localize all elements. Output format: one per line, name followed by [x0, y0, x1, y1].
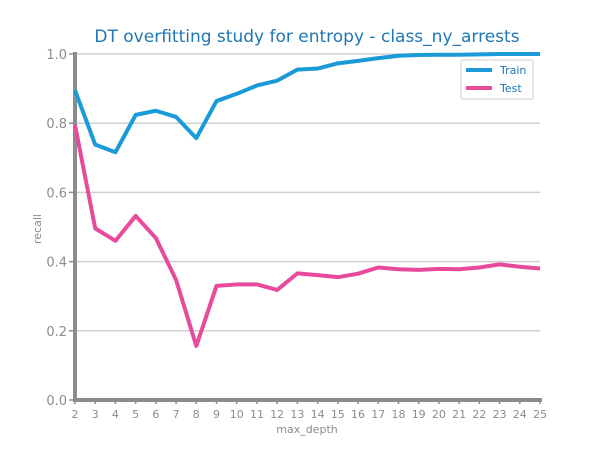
chart-title: DT overfitting study for entropy - class…: [94, 27, 519, 47]
tick-label-x-11: 13: [290, 408, 304, 421]
tick-label-x-6: 8: [193, 408, 200, 421]
y-axis-label: recall: [31, 214, 44, 244]
tick-label-x-15: 17: [371, 408, 385, 421]
legend-label-test: Test: [499, 82, 522, 95]
tick-label-y-3: 0.6: [46, 186, 67, 201]
tick-label-x-1: 3: [92, 408, 99, 421]
tick-label-x-10: 12: [270, 408, 284, 421]
tick-label-y-5: 1.0: [46, 48, 67, 63]
tick-label-x-17: 19: [412, 408, 426, 421]
tick-label-x-0: 2: [72, 408, 79, 421]
tick-label-x-8: 10: [230, 408, 244, 421]
tick-label-x-21: 23: [493, 408, 507, 421]
tick-label-x-22: 24: [513, 408, 527, 421]
legend: Train Test: [460, 59, 534, 100]
axes: [73, 52, 542, 402]
tick-label-x-23: 25: [533, 408, 547, 421]
tick-label-y-4: 0.8: [46, 117, 67, 132]
tick-label-y-0: 0.0: [46, 394, 67, 409]
tick-label-x-3: 5: [132, 408, 139, 421]
tick-label-y-1: 0.2: [46, 325, 67, 340]
ticks: 0.00.20.40.60.81.02 3 4 5 6 7 8 9 10 11 12 13 14 15 16…: [46, 48, 547, 421]
tick-label-x-2: 4: [112, 408, 119, 421]
tick-label-x-19: 21: [452, 408, 466, 421]
tick-label-x-7: 9: [213, 408, 220, 421]
tick-label-x-4: 6: [152, 408, 159, 421]
tick-label-x-5: 7: [173, 408, 180, 421]
tick-label-x-18: 20: [432, 408, 446, 421]
series-line-test: [73, 124, 541, 349]
tick-label-x-20: 22: [472, 408, 486, 421]
tick-label-x-9: 11: [250, 408, 264, 421]
tick-label-x-14: 16: [351, 408, 365, 421]
x-axis-label: max_depth: [276, 423, 338, 436]
tick-label-y-2: 0.4: [46, 256, 67, 271]
legend-label-train: Train: [499, 64, 526, 77]
tick-label-x-16: 18: [391, 408, 405, 421]
tick-label-x-13: 15: [331, 408, 345, 421]
series-group: [73, 52, 541, 349]
tick-label-x-12: 14: [311, 408, 325, 421]
series-line-train: [73, 52, 540, 155]
